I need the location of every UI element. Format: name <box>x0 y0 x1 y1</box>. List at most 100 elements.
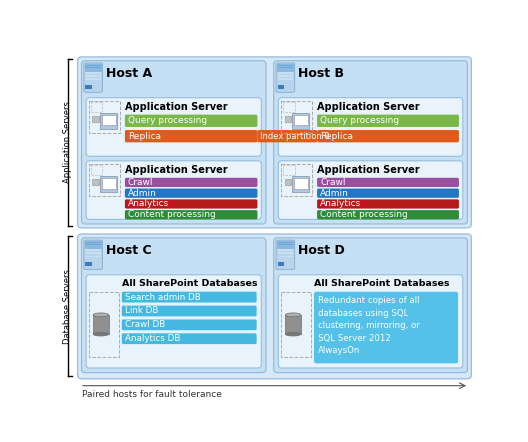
Bar <box>285 315 301 334</box>
Text: Query processing: Query processing <box>128 116 207 125</box>
Bar <box>102 178 116 189</box>
Bar <box>278 255 293 257</box>
FancyBboxPatch shape <box>317 114 459 127</box>
Bar <box>86 84 91 89</box>
Bar <box>86 255 101 257</box>
FancyBboxPatch shape <box>278 98 463 156</box>
Bar <box>84 64 102 72</box>
Bar <box>278 76 293 77</box>
Bar <box>294 114 308 126</box>
Bar <box>86 262 91 267</box>
Text: Database Servers: Database Servers <box>63 269 72 344</box>
FancyBboxPatch shape <box>125 114 258 127</box>
FancyBboxPatch shape <box>317 178 459 187</box>
Bar <box>86 252 101 254</box>
FancyBboxPatch shape <box>122 305 257 316</box>
FancyBboxPatch shape <box>317 199 459 209</box>
FancyBboxPatch shape <box>317 189 459 198</box>
Text: Index partition 0: Index partition 0 <box>260 132 329 141</box>
FancyBboxPatch shape <box>314 292 458 363</box>
Text: Host C: Host C <box>106 244 152 257</box>
FancyBboxPatch shape <box>122 333 257 344</box>
Bar <box>278 252 293 254</box>
Bar <box>86 67 101 68</box>
FancyBboxPatch shape <box>86 98 261 156</box>
Ellipse shape <box>93 313 109 317</box>
Bar <box>91 102 102 111</box>
Text: Replica: Replica <box>128 132 161 141</box>
FancyBboxPatch shape <box>86 275 261 368</box>
FancyBboxPatch shape <box>274 238 467 373</box>
Bar <box>100 113 117 129</box>
FancyBboxPatch shape <box>125 130 258 142</box>
Bar <box>278 67 293 68</box>
Text: Link DB: Link DB <box>125 306 158 316</box>
Bar <box>281 164 313 196</box>
Bar <box>281 101 313 133</box>
Bar <box>93 315 109 334</box>
FancyBboxPatch shape <box>81 238 266 373</box>
Text: Application Server: Application Server <box>125 102 228 112</box>
Text: Crawl: Crawl <box>320 178 346 187</box>
FancyBboxPatch shape <box>317 210 459 219</box>
Bar <box>84 241 102 248</box>
Text: All SharePoint Databases: All SharePoint Databases <box>314 279 449 289</box>
Text: Host D: Host D <box>298 244 345 257</box>
Bar <box>89 292 119 357</box>
Bar <box>283 165 295 175</box>
FancyBboxPatch shape <box>122 292 257 302</box>
Text: Application Servers: Application Servers <box>63 101 72 183</box>
Text: Content processing: Content processing <box>128 210 216 219</box>
Text: Search admin DB: Search admin DB <box>125 293 201 301</box>
Text: Admin: Admin <box>320 189 349 198</box>
Text: Crawl DB: Crawl DB <box>125 320 165 329</box>
FancyBboxPatch shape <box>78 57 472 228</box>
Text: Application Server: Application Server <box>317 165 420 175</box>
Bar <box>86 242 101 243</box>
Bar <box>278 242 293 243</box>
Bar <box>283 102 295 111</box>
Bar <box>278 262 284 267</box>
Bar <box>294 178 308 189</box>
Bar <box>102 114 116 126</box>
Bar <box>86 76 101 77</box>
FancyBboxPatch shape <box>125 199 258 209</box>
Bar <box>285 179 291 186</box>
FancyBboxPatch shape <box>276 240 295 270</box>
FancyBboxPatch shape <box>84 240 102 270</box>
Bar <box>86 72 101 74</box>
FancyBboxPatch shape <box>274 61 467 224</box>
Bar <box>86 244 101 245</box>
Bar <box>285 116 291 122</box>
Bar <box>281 292 311 357</box>
Text: Paired hosts for fault tolerance: Paired hosts for fault tolerance <box>81 389 221 399</box>
Text: Replica: Replica <box>320 132 353 141</box>
Text: Analytics DB: Analytics DB <box>125 334 180 343</box>
FancyBboxPatch shape <box>278 161 463 219</box>
FancyBboxPatch shape <box>278 275 463 368</box>
Ellipse shape <box>93 332 109 336</box>
Text: Query processing: Query processing <box>320 116 399 125</box>
FancyBboxPatch shape <box>84 63 102 92</box>
Bar <box>278 78 293 80</box>
Bar <box>278 65 293 66</box>
Bar <box>86 249 101 251</box>
Bar <box>277 64 294 72</box>
Bar <box>277 241 294 248</box>
Text: Crawl: Crawl <box>128 178 154 187</box>
Bar <box>89 101 120 133</box>
FancyBboxPatch shape <box>78 234 472 379</box>
Ellipse shape <box>285 313 301 317</box>
FancyBboxPatch shape <box>317 130 459 142</box>
Bar <box>86 65 101 66</box>
Bar <box>278 84 284 89</box>
Text: Application Server: Application Server <box>125 165 228 175</box>
FancyBboxPatch shape <box>122 320 257 330</box>
Bar <box>86 78 101 80</box>
Text: Host B: Host B <box>298 67 344 80</box>
Text: Content processing: Content processing <box>320 210 408 219</box>
Bar <box>92 179 99 186</box>
FancyBboxPatch shape <box>276 63 295 92</box>
Bar <box>92 116 99 122</box>
Bar <box>91 165 102 175</box>
